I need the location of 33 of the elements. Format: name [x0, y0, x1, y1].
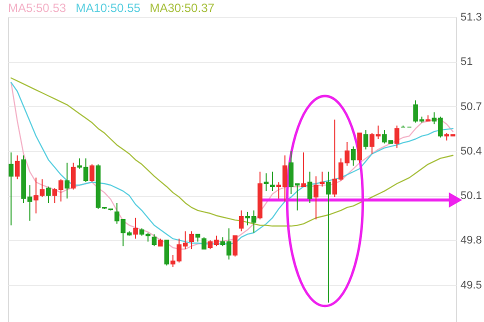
candlestick	[90, 164, 94, 183]
candlestick	[307, 171, 312, 204]
candlestick	[189, 230, 194, 250]
candlestick	[70, 162, 76, 190]
candlestick	[202, 236, 206, 250]
candlestick	[264, 172, 269, 192]
candlestick	[238, 210, 244, 232]
candlestick	[46, 186, 51, 204]
y-tick-label: 49.8	[460, 234, 482, 247]
y-tick-label: 50.7	[460, 100, 482, 113]
y-tick-label: 51.3	[460, 12, 482, 24]
text: MA10:50.55	[76, 1, 141, 15]
candlestick	[320, 171, 325, 188]
candlestick	[301, 152, 306, 188]
candlestick	[152, 234, 157, 247]
candlestick	[270, 171, 275, 192]
candlestick	[326, 171, 331, 304]
text: MA5:50.53	[8, 1, 66, 15]
candlestick	[14, 154, 20, 180]
candlestick	[394, 125, 400, 148]
candlestick	[232, 235, 238, 258]
candlestick	[8, 152, 14, 226]
y-tick-label: 50.4	[460, 145, 482, 158]
text: MA30:50.37	[150, 1, 215, 15]
candlestick	[64, 162, 70, 200]
candlestick	[363, 130, 368, 150]
candlestick	[133, 217, 138, 240]
candlestick	[350, 146, 356, 166]
y-tick-label: 50.1	[460, 190, 482, 202]
y-tick-label: 49.5	[460, 279, 482, 292]
candlestick	[314, 176, 318, 220]
y-tick-label: 51	[460, 56, 473, 68]
candlestick	[164, 240, 170, 266]
